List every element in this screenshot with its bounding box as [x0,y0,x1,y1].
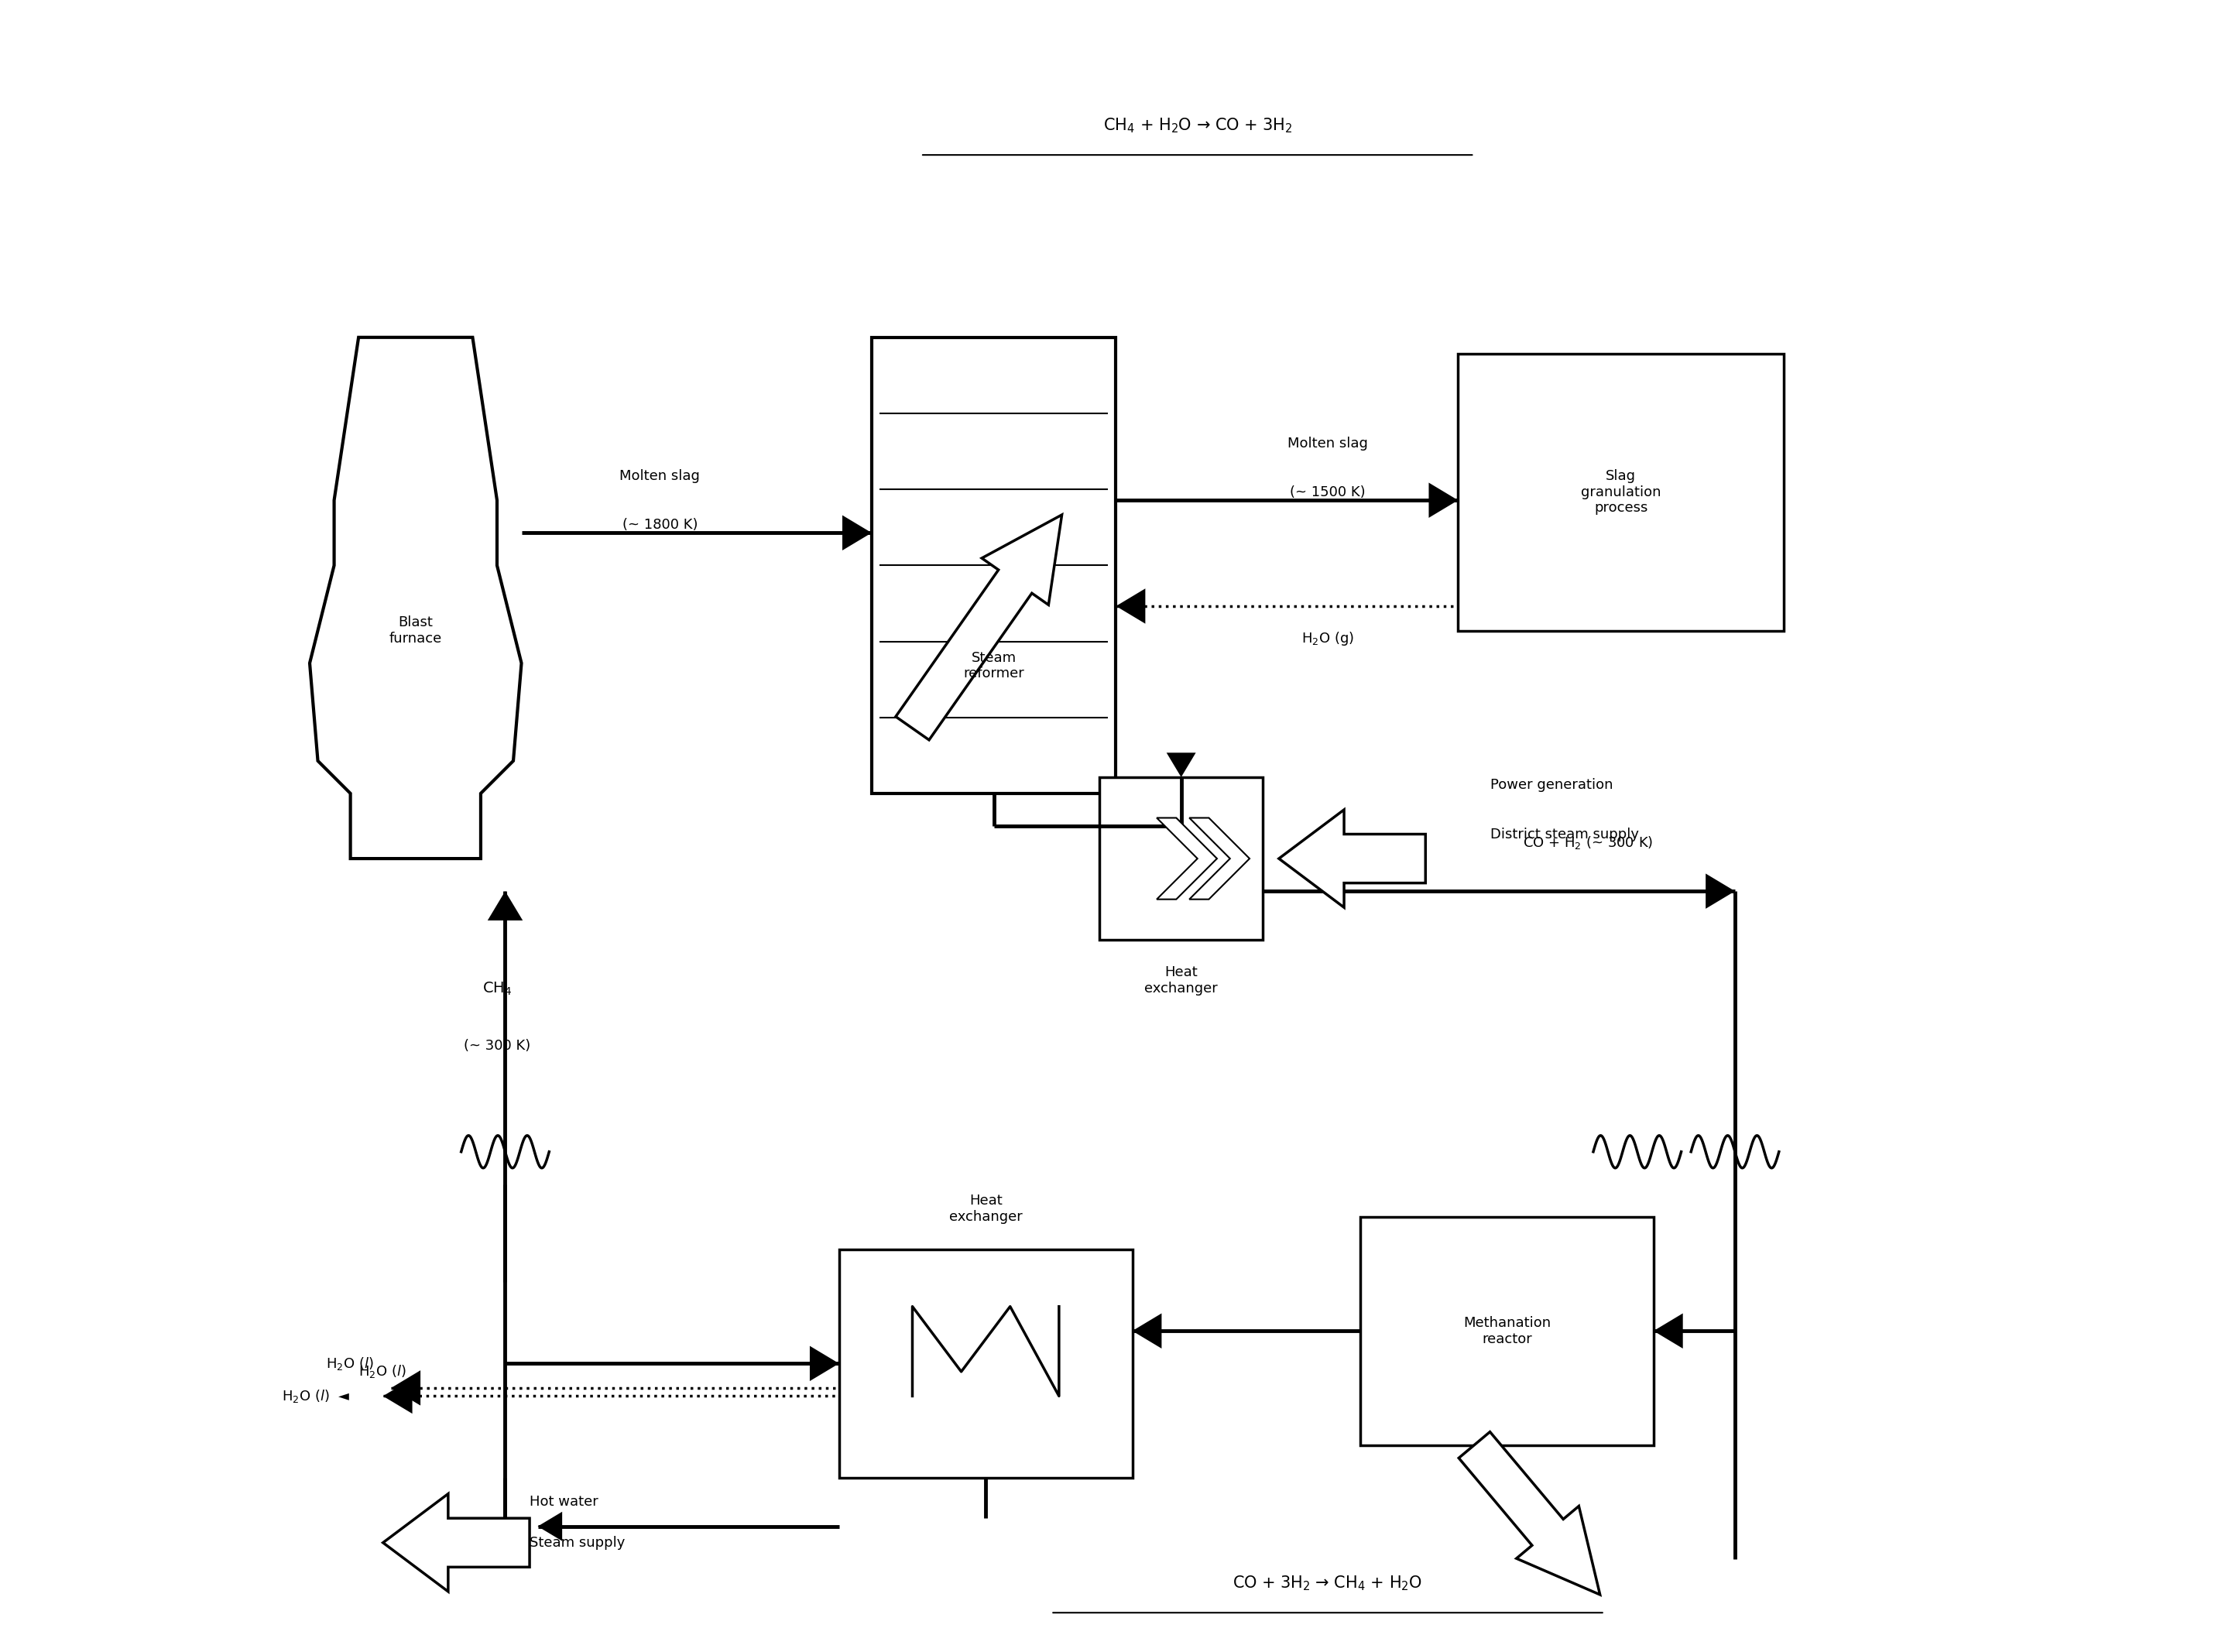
Polygon shape [1132,1313,1161,1348]
Text: CH$_4$: CH$_4$ [482,981,511,998]
Polygon shape [384,1378,413,1414]
Polygon shape [841,515,873,550]
Polygon shape [810,1346,839,1381]
Text: Steam supply: Steam supply [529,1536,625,1550]
Text: (~ 1500 K): (~ 1500 K) [1290,486,1366,499]
Text: H$_2$O ($l$)  ◄: H$_2$O ($l$) ◄ [281,1388,350,1404]
Text: Heat
exchanger: Heat exchanger [949,1194,1022,1224]
Text: Heat
exchanger: Heat exchanger [1145,966,1219,996]
Polygon shape [1190,818,1250,899]
Polygon shape [1654,1313,1683,1348]
FancyBboxPatch shape [1359,1218,1654,1446]
Text: District steam supply: District steam supply [1491,828,1638,841]
Text: Molten slag: Molten slag [1288,436,1368,451]
Text: (~ 300 K): (~ 300 K) [464,1039,531,1052]
Text: CH$_4$ + H$_2$O → CO + 3H$_2$: CH$_4$ + H$_2$O → CO + 3H$_2$ [1103,117,1292,135]
FancyBboxPatch shape [873,337,1116,793]
Polygon shape [895,515,1062,740]
Polygon shape [1460,1432,1600,1594]
Polygon shape [1705,874,1734,909]
Text: CO + 3H$_2$ → CH$_4$ + H$_2$O: CO + 3H$_2$ → CH$_4$ + H$_2$O [1232,1574,1422,1593]
Polygon shape [1156,818,1216,899]
Text: H$_2$O ($l$): H$_2$O ($l$) [326,1355,373,1371]
FancyBboxPatch shape [839,1249,1132,1477]
Text: H$_2$O (g): H$_2$O (g) [1301,629,1355,648]
Text: Methanation
reactor: Methanation reactor [1464,1317,1551,1346]
Polygon shape [1279,809,1426,907]
Polygon shape [487,890,522,920]
Text: Blast
furnace: Blast furnace [388,616,442,646]
Polygon shape [310,337,522,859]
Text: CO + H$_2$ (~ 300 K): CO + H$_2$ (~ 300 K) [1522,834,1654,851]
Polygon shape [538,1512,562,1541]
FancyBboxPatch shape [1100,776,1263,940]
Polygon shape [384,1493,529,1591]
Text: Molten slag: Molten slag [620,469,701,482]
Text: Steam
reformer: Steam reformer [964,651,1024,681]
Text: Hot water: Hot water [529,1495,598,1508]
Text: H$_2$O ($l$): H$_2$O ($l$) [359,1363,406,1379]
Text: (~ 1800 K): (~ 1800 K) [623,517,699,532]
FancyBboxPatch shape [1457,354,1783,631]
Polygon shape [1116,588,1145,624]
Text: Slag
granulation
process: Slag granulation process [1580,469,1661,515]
Polygon shape [391,1371,420,1406]
Polygon shape [1428,482,1457,517]
Text: Power generation: Power generation [1491,778,1614,793]
Polygon shape [1167,753,1196,776]
